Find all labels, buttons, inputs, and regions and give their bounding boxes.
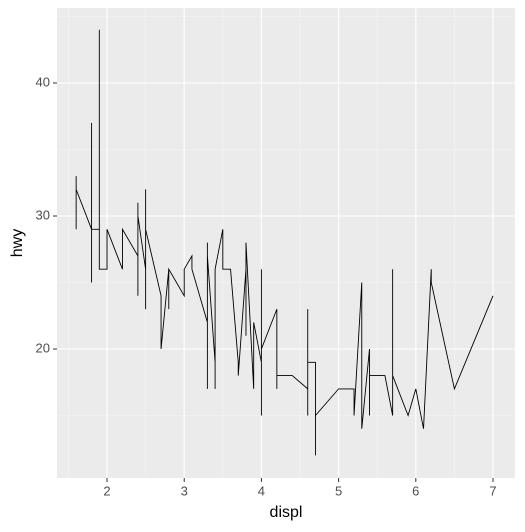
panel	[57, 8, 515, 478]
x-tick-label: 7	[489, 483, 496, 498]
x-tick-label: 4	[258, 483, 265, 498]
x-tick-label: 3	[181, 483, 188, 498]
y-tick-label: 30	[36, 207, 50, 222]
x-tick-label: 5	[335, 483, 342, 498]
data-line	[75, 29, 494, 456]
x-axis-title: displ	[270, 504, 303, 521]
y-tick-label: 40	[36, 74, 50, 89]
y-axis-title: hwy	[9, 229, 26, 257]
x-tick-label: 2	[103, 483, 110, 498]
x-tick-label: 6	[412, 483, 419, 498]
y-tick-label: 20	[36, 340, 50, 355]
